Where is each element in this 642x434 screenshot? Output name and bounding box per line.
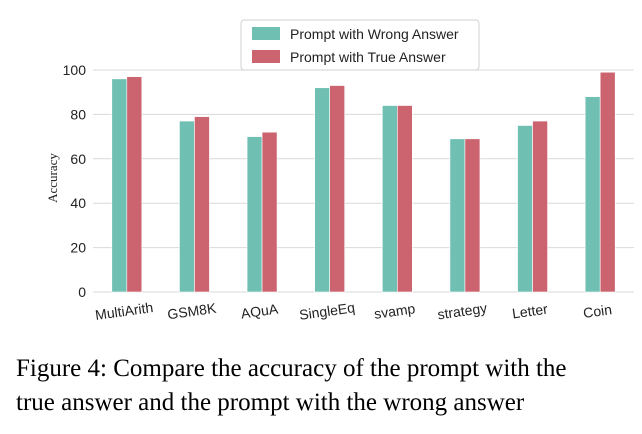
bar-wrong-aqua [246, 136, 263, 293]
bar-wrong-coin [584, 96, 601, 293]
gridlines [93, 69, 634, 293]
x-tick-label: AQuA [240, 300, 280, 321]
legend-label-wrong: Prompt with Wrong Answer [290, 26, 459, 42]
legend-swatch-true [252, 50, 280, 63]
bar-true-svamp [397, 105, 413, 293]
figure-caption: Figure 4: Compare the accuracy of the pr… [16, 352, 638, 420]
legend: Prompt with Wrong Answer Prompt with Tru… [240, 19, 480, 71]
bar-true-singleeq [329, 85, 345, 293]
legend-label-true: Prompt with True Answer [290, 49, 446, 65]
x-tick-label: SingleEq [298, 299, 356, 323]
bar-true-multiarith [126, 76, 143, 293]
bar-true-gsm8k [194, 116, 210, 293]
y-tick-label: 80 [70, 106, 86, 122]
y-axis-label: Accuracy [45, 153, 60, 203]
bar-wrong-strategy [449, 138, 466, 293]
legend-swatch-wrong [252, 27, 280, 40]
bar-true-aqua [261, 131, 278, 293]
legend-box [240, 19, 480, 71]
y-tick-label: 100 [63, 62, 87, 78]
bar-wrong-letter [517, 125, 533, 293]
x-tick-label: Letter [511, 301, 549, 322]
x-tick-label: MultiArith [94, 299, 154, 323]
x-tick-label: Coin [582, 301, 613, 321]
bar-true-coin [599, 71, 616, 293]
bar-wrong-svamp [382, 105, 398, 293]
caption-line-2: true answer and the prompt with the wron… [16, 389, 525, 416]
bar-true-letter [532, 120, 548, 293]
y-tick-label: 40 [70, 195, 86, 211]
caption-line-1: Figure 4: Compare the accuracy of the pr… [16, 355, 567, 382]
y-tick-label: 60 [70, 151, 86, 167]
y-tick-labels: 0 20 40 60 80 100 [63, 62, 87, 300]
bar-true-strategy [464, 138, 481, 293]
bars [111, 71, 616, 293]
bar-wrong-singleeq [314, 87, 330, 293]
bar-chart: 0 20 40 60 80 100 MultiArith GSM8K AQuA SingleEq… [45, 19, 634, 323]
bar-wrong-gsm8k [179, 120, 195, 293]
x-tick-label: svamp [373, 300, 416, 322]
y-tick-label: 0 [78, 284, 86, 300]
bar-wrong-multiarith [111, 78, 128, 293]
x-tick-label: strategy [436, 300, 488, 323]
y-tick-label: 20 [70, 240, 86, 256]
x-tick-label: GSM8K [166, 300, 217, 323]
x-tick-labels: MultiArith GSM8K AQuA SingleEq svamp strategy… [94, 299, 613, 323]
